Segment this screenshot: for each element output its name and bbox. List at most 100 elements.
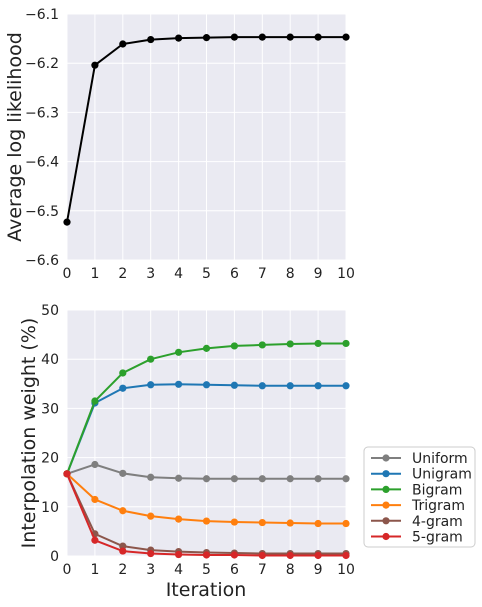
- data-point: [286, 475, 294, 483]
- legend-label: Uniform: [412, 451, 468, 467]
- data-point: [91, 495, 99, 504]
- y-tick-label: −6.4: [25, 155, 59, 171]
- x-tick-label: 9: [314, 266, 323, 282]
- data-point: [286, 33, 294, 41]
- x-tick-label: 1: [90, 562, 99, 578]
- data-point: [175, 348, 183, 356]
- data-point: [342, 33, 350, 41]
- data-point: [230, 551, 238, 559]
- data-point: [258, 341, 266, 349]
- x-tick-label: 6: [230, 562, 239, 578]
- data-point: [230, 475, 238, 483]
- x-tick-labels-bottom: 0 1 2 3 4 5 6 7 8 9 10: [63, 562, 355, 578]
- data-point: [314, 475, 322, 483]
- y-tick-label: 30: [41, 401, 59, 417]
- data-point: [147, 381, 155, 389]
- data-point: [258, 551, 266, 560]
- legend-item: 4-gram: [371, 514, 463, 530]
- data-point: [202, 551, 211, 559]
- y-tick-label: −6.5: [25, 204, 59, 220]
- data-point: [202, 381, 211, 389]
- data-point: [119, 469, 127, 477]
- data-point: [175, 550, 183, 559]
- data-point: [91, 61, 99, 69]
- x-tick-label: 8: [286, 562, 295, 578]
- data-point: [342, 475, 350, 483]
- data-point: [147, 355, 155, 363]
- x-tick-label: 2: [118, 266, 127, 282]
- x-tick-label: 7: [258, 266, 267, 282]
- y-tick-label: 50: [41, 303, 59, 319]
- interpolation-weight-chart: 0 10 20 30 40 50 0 1 2 3 4 5 6 7 8 9 10 Interpolation w…: [18, 303, 355, 601]
- data-point: [342, 382, 350, 390]
- data-point: [119, 547, 127, 555]
- data-point: [63, 470, 71, 478]
- y-tick-label: 0: [50, 549, 59, 565]
- data-point: [314, 339, 322, 348]
- data-point: [286, 382, 294, 390]
- x-tick-label: 6: [230, 266, 239, 282]
- data-point: [286, 551, 294, 560]
- data-point: [175, 380, 183, 388]
- x-tick-label: 3: [146, 562, 155, 578]
- data-point: [258, 518, 266, 527]
- data-point: [202, 34, 211, 42]
- x-axis-label-bottom: Iteration: [166, 579, 247, 601]
- data-point: [119, 40, 127, 48]
- legend-item: Trigram: [371, 498, 465, 514]
- x-tick-label: 5: [202, 562, 211, 578]
- data-point: [314, 551, 322, 560]
- x-tick-label: 1: [90, 266, 99, 282]
- data-point: [342, 551, 350, 560]
- legend-label: 5-gram: [412, 530, 463, 546]
- data-point: [258, 382, 266, 390]
- data-point: [147, 549, 155, 558]
- y-axis-label-top: Average log likelihood: [4, 32, 26, 242]
- data-point: [119, 369, 127, 377]
- data-point: [230, 518, 238, 526]
- legend-label: Unigram: [412, 467, 472, 483]
- y-axis-label-bottom: Interpolation weight (%): [18, 318, 40, 549]
- y-tick-label: −6.3: [25, 105, 59, 121]
- legend-marker: [382, 501, 390, 509]
- x-tick-label: 4: [174, 266, 183, 282]
- series-bottom: [63, 339, 350, 560]
- y-tick-label: −6.1: [25, 7, 59, 23]
- y-tick-label: −6.2: [25, 56, 59, 72]
- x-tick-label: 3: [146, 266, 155, 282]
- data-point: [175, 34, 183, 42]
- data-point: [119, 384, 127, 392]
- data-point: [342, 339, 350, 348]
- y-tick-labels-top: −6.6 −6.5 −6.4 −6.3 −6.2 −6.1: [25, 7, 59, 269]
- x-tick-label: 2: [118, 562, 127, 578]
- data-point: [286, 340, 294, 348]
- x-tick-label: 10: [337, 266, 355, 282]
- series-unigram: [63, 380, 350, 478]
- legend-marker: [382, 532, 390, 541]
- legend-item: Bigram: [371, 482, 462, 498]
- data-point: [202, 475, 211, 483]
- legend-item: Unigram: [371, 467, 472, 483]
- x-tick-label: 5: [202, 266, 211, 282]
- data-point: [230, 33, 238, 41]
- legend-label: 4-gram: [412, 514, 463, 530]
- legend-marker: [382, 517, 390, 525]
- data-point: [230, 342, 238, 350]
- y-tick-label: 40: [41, 352, 59, 368]
- grid-top: [66, 13, 347, 261]
- series-top: [63, 33, 350, 226]
- x-tick-label: 9: [314, 562, 323, 578]
- data-point: [147, 35, 155, 44]
- data-point: [202, 344, 211, 352]
- series-line: [63, 33, 350, 226]
- data-point: [119, 507, 127, 515]
- data-point: [314, 382, 322, 390]
- log-likelihood-chart: −6.6 −6.5 −6.4 −6.3 −6.2 −6.1 0 1 2 3 4 5 6 7 8 9 10 Av…: [4, 7, 355, 282]
- legend-item: 5-gram: [371, 530, 463, 546]
- data-point: [147, 473, 155, 481]
- data-point: [91, 460, 99, 469]
- x-tick-labels-top: 0 1 2 3 4 5 6 7 8 9 10: [63, 266, 355, 282]
- data-point: [175, 474, 183, 482]
